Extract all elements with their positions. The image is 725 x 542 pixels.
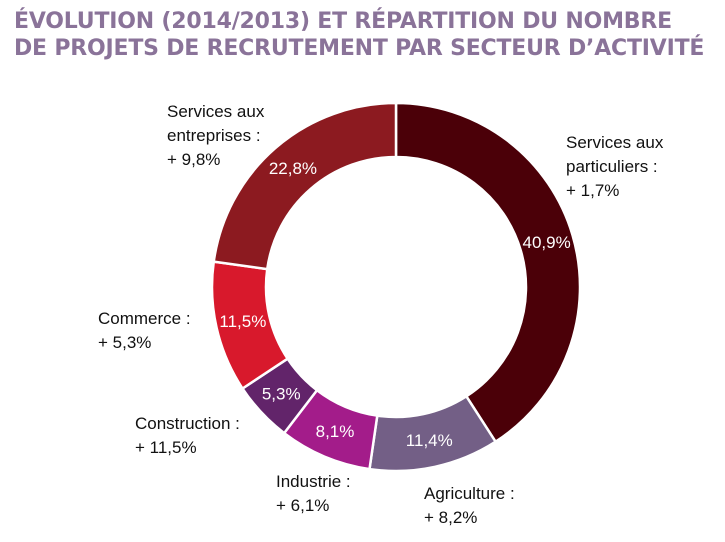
value-label-commerce: 11,5% (219, 312, 266, 331)
chart-title: ÉVOLUTION (2014/2013) ET RÉPARTITION DU … (14, 8, 719, 62)
label-services-entreprises-change: + 9,8% (167, 150, 221, 169)
label-agriculture: Agriculture : + 8,2% (424, 482, 515, 530)
label-services-particuliers: Services aux particuliers : + 1,7% (566, 131, 663, 203)
label-industrie-line1: Industrie : (276, 472, 351, 491)
label-services-particuliers-line2: particuliers : (566, 157, 658, 176)
title-line-1: ÉVOLUTION (2014/2013) ET RÉPARTITION DU … (14, 9, 672, 34)
label-services-entreprises: Services aux entreprises : + 9,8% (167, 100, 264, 172)
label-agriculture-change: + 8,2% (424, 508, 478, 527)
value-label-construction: 5,3% (262, 385, 301, 404)
value-label-services-particuliers: 40,9% (523, 233, 571, 252)
slice-services-particuliers (394, 101, 582, 444)
label-commerce-change: + 5,3% (98, 333, 152, 352)
value-label-agriculture: 11,4% (406, 431, 453, 450)
value-label-services-entreprises: 22,8% (269, 159, 317, 178)
label-services-particuliers-line1: Services aux (566, 133, 664, 152)
label-commerce: Commerce : + 5,3% (98, 307, 191, 355)
label-construction: Construction : + 11,5% (135, 412, 240, 460)
label-industrie: Industrie : + 6,1% (276, 470, 351, 518)
label-services-particuliers-change: + 1,7% (566, 181, 620, 200)
value-label-industrie: 8,1% (316, 422, 355, 441)
label-commerce-line1: Commerce : (98, 309, 191, 328)
title-line-2: DE PROJETS DE RECRUTEMENT PAR SECTEUR D’… (14, 36, 705, 61)
slice-services-entreprises (212, 101, 398, 271)
label-construction-line1: Construction : (135, 414, 240, 433)
label-services-entreprises-line1: Services aux (167, 102, 265, 121)
label-services-entreprises-line2: entreprises : (167, 126, 261, 145)
label-construction-change: + 11,5% (135, 438, 197, 457)
label-agriculture-line1: Agriculture : (424, 484, 515, 503)
label-industrie-change: + 6,1% (276, 496, 330, 515)
